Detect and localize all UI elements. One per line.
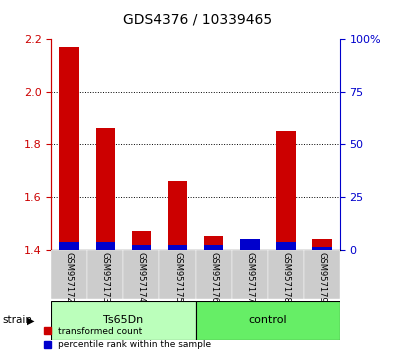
Bar: [231, 250, 267, 299]
Bar: [304, 250, 340, 299]
Text: Ts65Dn: Ts65Dn: [103, 315, 143, 325]
Text: GSM957173: GSM957173: [101, 252, 110, 303]
Bar: [267, 250, 304, 299]
Text: GSM957176: GSM957176: [209, 252, 218, 303]
Text: GSM957172: GSM957172: [65, 252, 74, 303]
Bar: [196, 301, 340, 340]
Bar: [240, 239, 260, 250]
Bar: [276, 242, 295, 250]
Bar: [132, 231, 151, 250]
Text: GSM957179: GSM957179: [317, 252, 326, 303]
Text: GSM957174: GSM957174: [137, 252, 146, 303]
Bar: [123, 250, 160, 299]
Text: GSM957175: GSM957175: [173, 252, 182, 303]
Bar: [160, 250, 196, 299]
Text: control: control: [248, 315, 287, 325]
Bar: [240, 247, 260, 250]
Bar: [96, 242, 115, 250]
Bar: [132, 245, 151, 250]
Bar: [312, 247, 331, 250]
Bar: [51, 250, 87, 299]
Bar: [60, 242, 79, 250]
Bar: [204, 245, 224, 250]
Bar: [167, 245, 187, 250]
Bar: [204, 236, 224, 250]
Text: GSM957178: GSM957178: [281, 252, 290, 303]
Bar: [276, 131, 295, 250]
Bar: [196, 250, 231, 299]
Legend: transformed count, percentile rank within the sample: transformed count, percentile rank withi…: [44, 327, 212, 349]
Bar: [51, 301, 196, 340]
Bar: [96, 129, 115, 250]
Text: GDS4376 / 10339465: GDS4376 / 10339465: [123, 12, 272, 27]
Bar: [87, 250, 123, 299]
Text: strain: strain: [2, 315, 32, 325]
Text: GSM957177: GSM957177: [245, 252, 254, 303]
Bar: [60, 47, 79, 250]
Bar: [167, 181, 187, 250]
Text: ▶: ▶: [27, 316, 34, 326]
Bar: [312, 239, 331, 250]
